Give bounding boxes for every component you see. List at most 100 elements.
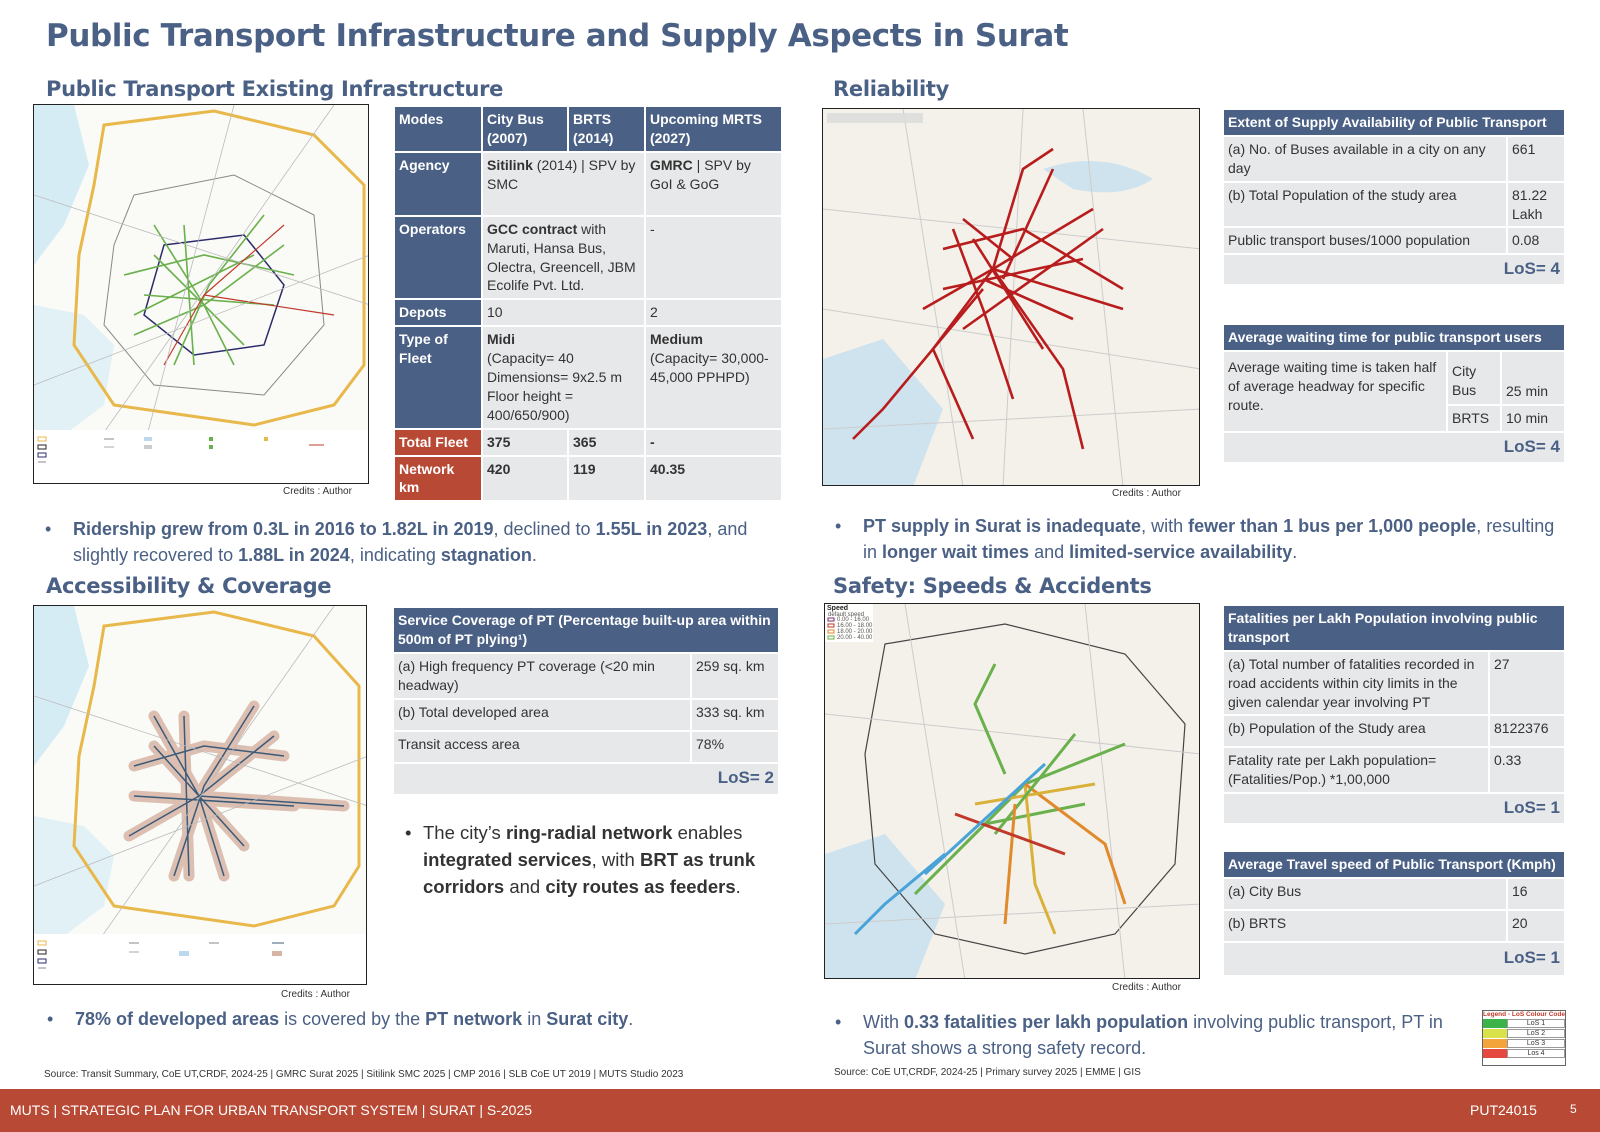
speed-legend-subtitle: default speed xyxy=(828,612,865,618)
fatalities-table: Fatalities per Lakh Population involving… xyxy=(1222,604,1566,825)
fleet-type-bus-name: Midi xyxy=(487,331,515,348)
agency-bus: Sitilink (2014) | SPV by SMC xyxy=(483,152,644,215)
fleet-type-mrts-detail: (Capacity= 30,000-45,000 PPHPD) xyxy=(650,350,769,386)
header-mrts: Upcoming MRTS (2027) xyxy=(646,107,781,151)
coverage-row-value: 259 sq. km xyxy=(692,653,778,698)
speed-legend-item: 18.00 - 20.00 xyxy=(837,629,873,635)
fleet-type-mrts: Medium (Capacity= 30,000-45,000 PPHPD) xyxy=(646,327,781,428)
waiting-los: LoS= 4 xyxy=(1224,432,1564,462)
operators-bus: GCC contract with Maruti, Hansa Bus, Ole… xyxy=(483,216,644,299)
speed-legend-item: 0.00 - 16.00 xyxy=(837,617,870,623)
agency-mrts-name: GMRC xyxy=(650,156,693,173)
supply-header: Extent of Supply Availability of Public … xyxy=(1224,110,1564,135)
los-legend-row: LoS 1 xyxy=(1483,1019,1565,1028)
page-title: Public Transport Infrastructure and Supp… xyxy=(46,18,1069,54)
bullet-text: . xyxy=(735,875,741,897)
speed-row-label: (b) BRTS xyxy=(1224,910,1506,941)
fatalities-row-label: (a) Total number of fatalities recorded … xyxy=(1224,651,1488,715)
los-swatch xyxy=(1483,1049,1507,1058)
bullet-dot: • xyxy=(835,1012,842,1032)
waiting-mode: City Bus xyxy=(1448,351,1500,404)
page-number: 5 xyxy=(1570,1102,1577,1116)
pt-supply-bullet: • PT supply in Surat is inadequate, with… xyxy=(835,513,1573,565)
speed-header: Average Travel speed of Public Transport… xyxy=(1224,852,1564,877)
fleet-type-bus-detail: (Capacity= 40 Dimensions= 9x2.5 m Floor … xyxy=(487,350,623,423)
speed-legend-item: 20.00 - 40.00 xyxy=(837,635,873,641)
bullet-text: Ridership grew from 0.3L in 2016 to 1.82… xyxy=(73,519,494,539)
los-legend-label: Los 4 xyxy=(1507,1049,1565,1058)
waiting-mode: BRTS xyxy=(1448,405,1500,431)
operators-mrts: - xyxy=(646,216,781,299)
fatalities-row-label: (b) Population of the Study area xyxy=(1224,716,1488,747)
bullet-text: city routes as feeders xyxy=(545,875,736,897)
section-title-infrastructure: Public Transport Existing Infrastructure xyxy=(46,77,504,101)
waiting-time-table: Average waiting time for public transpor… xyxy=(1222,323,1566,464)
bullet-text: 1.55L in 2023 xyxy=(595,519,708,539)
depots-bus: 10 xyxy=(483,300,644,326)
los-swatch xyxy=(1483,1019,1507,1028)
speed-row-label: (a) City Bus xyxy=(1224,878,1506,909)
coverage-row-value: 78% xyxy=(692,731,778,762)
coverage-map xyxy=(33,605,367,985)
fatalities-row-value: 0.33 xyxy=(1490,748,1564,793)
speed-los: LoS= 1 xyxy=(1224,942,1564,975)
section-title-safety: Safety: Speeds & Accidents xyxy=(833,574,1152,598)
los-legend-row: Los 4 xyxy=(1483,1049,1565,1058)
los-legend-row: LoS 2 xyxy=(1483,1029,1565,1038)
coverage-row-label: (b) Total developed area xyxy=(394,699,690,730)
agency-mrts: GMRC | SPV by GoI & GoG xyxy=(646,152,781,215)
coverage-map-credit: Credits : Author xyxy=(281,989,350,1000)
source-right: Source: CoE UT,CRDF, 2024-25 | Primary s… xyxy=(834,1067,1141,1078)
coverage-row-label: (a) High frequency PT coverage (<20 min … xyxy=(394,653,690,698)
fleet-type-mrts-name: Medium xyxy=(650,331,703,348)
los-swatch xyxy=(1483,1039,1507,1048)
coverage-header: Service Coverage of PT (Percentage built… xyxy=(394,608,778,652)
row-label-total-fleet: Total Fleet xyxy=(395,429,481,455)
reliability-route-map xyxy=(822,108,1200,486)
supply-row-label: (a) No. of Buses available in a city on … xyxy=(1224,136,1506,181)
header-brts: BRTS (2014) xyxy=(569,107,644,151)
bullet-text: PT supply in Surat is inadequate xyxy=(863,516,1142,536)
bullet-text: stagnation xyxy=(440,545,532,566)
los-swatch xyxy=(1483,1029,1507,1038)
los-legend-label: LoS 1 xyxy=(1507,1019,1565,1028)
bullet-text: . xyxy=(531,545,537,566)
bullet-text: . xyxy=(628,1009,634,1029)
supply-row-value: 0.08 xyxy=(1508,228,1564,254)
bullet-text: and xyxy=(1029,542,1070,563)
bullet-text: Surat city xyxy=(546,1009,629,1029)
bullet-text: With xyxy=(863,1012,905,1032)
supply-row-value: 81.22 Lakh xyxy=(1508,182,1564,227)
speed-map-graphic xyxy=(825,604,1199,978)
coverage-row-label: Transit access area xyxy=(394,731,690,762)
bullet-text: . xyxy=(1292,542,1298,563)
bullet-text: , resulting in xyxy=(863,516,1555,563)
waiting-value: 25 min xyxy=(1502,351,1564,404)
footer-bar: MUTS | STRATEGIC PLAN FOR URBAN TRANSPOR… xyxy=(0,1089,1600,1132)
row-label-agency: Agency xyxy=(395,152,481,215)
row-label-network: Network km xyxy=(395,456,481,501)
bullet-text: 0.33 fatalities per lakh population xyxy=(904,1012,1189,1032)
fleet-type-bus: Midi (Capacity= 40 Dimensions= 9x2.5 m Fl… xyxy=(483,327,644,428)
bullet-text: is covered by the xyxy=(279,1009,426,1029)
ridership-bullet: • Ridership grew from 0.3L in 2016 to 1.… xyxy=(45,516,773,568)
footer-title: MUTS | STRATEGIC PLAN FOR URBAN TRANSPOR… xyxy=(10,1102,533,1118)
coverage-map-graphic xyxy=(34,606,366,984)
los-legend: Legend - LoS Colour Code LoS 1 LoS 2 LoS… xyxy=(1482,1010,1566,1066)
footer-code: PUT24015 xyxy=(1470,1102,1537,1118)
fatalities-row-value: 8122376 xyxy=(1490,716,1564,747)
bullet-text: limited-service availability xyxy=(1069,542,1293,563)
header-modes: Modes xyxy=(395,107,481,151)
reliability-map-credit: Credits : Author xyxy=(1112,488,1181,499)
bullet-text: ring-radial network xyxy=(505,822,673,843)
speed-map: Speed default speed 0.00 - 16.00 16.00 -… xyxy=(824,603,1200,979)
total-fleet-brts: 365 xyxy=(569,429,644,455)
speed-row-value: 16 xyxy=(1508,878,1564,909)
bullet-text: The city’s xyxy=(423,822,506,843)
speed-legend-item: 16.00 - 18.00 xyxy=(837,623,873,629)
bullet-text: and xyxy=(504,875,546,897)
fatalities-header: Fatalities per Lakh Population involving… xyxy=(1224,606,1564,650)
agency-mrts-detail: | SPV by GoI & GoG xyxy=(650,156,751,192)
waiting-header: Average waiting time for public transpor… xyxy=(1224,325,1564,350)
infrastructure-network-map xyxy=(33,104,369,484)
